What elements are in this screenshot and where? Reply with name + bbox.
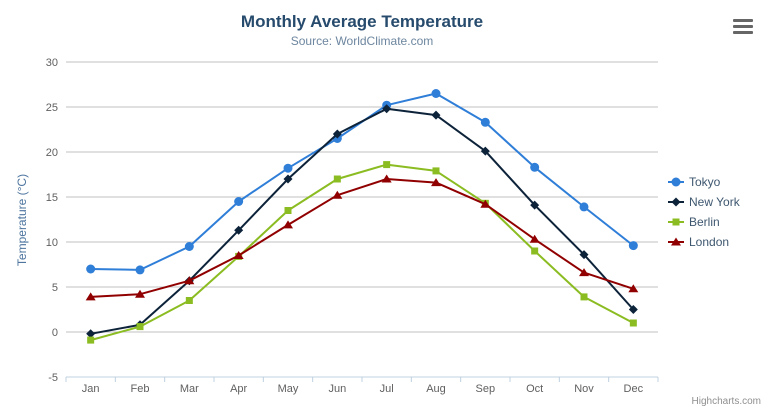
y-axis-tick-label: 10 xyxy=(46,237,58,249)
x-axis-label: Feb xyxy=(131,383,150,395)
legend-label-tokyo: Tokyo xyxy=(689,175,721,189)
x-axis-label: Nov xyxy=(574,383,594,395)
data-point-new-york[interactable] xyxy=(382,104,392,114)
data-point-london[interactable] xyxy=(579,268,589,277)
data-point-london[interactable] xyxy=(135,289,145,298)
x-axis-label: Apr xyxy=(230,383,247,395)
data-point-tokyo[interactable] xyxy=(628,241,638,251)
hamburger-bar xyxy=(733,25,753,28)
chart-subtitle: Source: WorldClimate.com xyxy=(290,34,434,48)
data-point-tokyo[interactable] xyxy=(135,265,145,275)
data-point-tokyo[interactable] xyxy=(283,163,293,173)
y-axis-tick-label: 25 xyxy=(46,102,58,114)
x-axis-label: Jul xyxy=(380,383,394,395)
data-point-london[interactable] xyxy=(529,234,540,243)
data-point-london[interactable] xyxy=(233,251,244,259)
legend-item-new-york[interactable]: New York xyxy=(668,192,740,212)
data-point-tokyo[interactable] xyxy=(184,242,194,251)
data-point-tokyo[interactable] xyxy=(86,264,96,274)
data-point-berlin[interactable] xyxy=(284,207,292,214)
series-line-berlin xyxy=(89,163,635,342)
legend-item-tokyo[interactable]: Tokyo xyxy=(668,172,740,192)
legend-marker-symbol[interactable] xyxy=(671,197,681,207)
tokyo-series-marker-icon xyxy=(668,177,684,187)
data-point-berlin[interactable] xyxy=(580,293,588,301)
data-point-new-york[interactable] xyxy=(431,110,441,120)
x-axis-label: Jun xyxy=(328,383,346,395)
data-point-berlin[interactable] xyxy=(333,175,341,183)
new-york-series-marker-icon xyxy=(668,197,684,207)
legend-label-new-york: New York xyxy=(689,195,740,209)
data-point-berlin[interactable] xyxy=(432,167,440,175)
data-point-london[interactable] xyxy=(85,292,96,301)
data-point-new-york[interactable] xyxy=(480,146,490,156)
series-line-tokyo xyxy=(89,92,635,271)
hamburger-bar xyxy=(733,19,753,22)
legend-marker-symbol[interactable] xyxy=(672,218,680,226)
y-axis-tick-label: 5 xyxy=(52,282,58,294)
hamburger-bar xyxy=(733,31,753,34)
legend-marker-symbol[interactable] xyxy=(671,177,681,187)
data-point-new-york[interactable] xyxy=(86,329,96,339)
y-axis-tick-label: 0 xyxy=(52,327,58,339)
data-point-london[interactable] xyxy=(184,276,195,285)
data-point-london[interactable] xyxy=(628,284,639,293)
data-point-berlin[interactable] xyxy=(531,247,539,255)
data-point-tokyo[interactable] xyxy=(234,197,244,206)
y-axis-tick-label: 15 xyxy=(46,192,58,204)
data-point-new-york[interactable] xyxy=(234,225,244,235)
data-point-berlin[interactable] xyxy=(629,319,637,327)
data-point-new-york[interactable] xyxy=(628,305,638,314)
london-series-marker-icon xyxy=(668,237,684,246)
data-point-berlin[interactable] xyxy=(383,161,391,169)
y-axis-tick-label: -5 xyxy=(48,372,58,384)
series-line-new-york xyxy=(89,107,635,335)
data-point-tokyo[interactable] xyxy=(579,202,589,212)
legend-item-berlin[interactable]: Berlin xyxy=(668,212,740,232)
x-axis-label: May xyxy=(278,383,299,395)
data-point-new-york[interactable] xyxy=(579,250,589,260)
legend-marker-symbol[interactable] xyxy=(671,237,681,246)
y-axis-tick-label: 20 xyxy=(46,147,58,159)
data-point-berlin[interactable] xyxy=(136,323,144,331)
data-point-tokyo[interactable] xyxy=(530,162,540,172)
chart-title: Monthly Average Temperature xyxy=(240,12,484,31)
x-axis-label: Sep xyxy=(476,383,496,395)
data-point-berlin[interactable] xyxy=(87,336,95,344)
series-line-london xyxy=(89,178,635,298)
x-axis-label: Aug xyxy=(426,383,446,395)
data-point-london[interactable] xyxy=(480,199,491,208)
hamburger-icon[interactable] xyxy=(733,19,753,34)
data-point-london[interactable] xyxy=(381,174,392,183)
data-point-berlin[interactable] xyxy=(185,297,193,304)
data-point-new-york[interactable] xyxy=(530,200,540,210)
berlin-series-marker-icon xyxy=(668,218,684,226)
data-point-tokyo[interactable] xyxy=(431,89,441,98)
data-point-london[interactable] xyxy=(332,190,343,199)
data-point-london[interactable] xyxy=(431,178,441,187)
y-axis-tick-label: 30 xyxy=(46,57,58,69)
data-point-new-york[interactable] xyxy=(332,129,342,139)
x-axis-label: Jan xyxy=(82,383,100,395)
credits-link[interactable]: Highcharts.com xyxy=(691,396,761,407)
legend-label-berlin: Berlin xyxy=(689,215,720,229)
x-axis-label: Oct xyxy=(526,383,543,395)
legend-item-london[interactable]: London xyxy=(668,232,740,252)
data-point-new-york[interactable] xyxy=(283,174,293,184)
data-point-tokyo[interactable] xyxy=(480,117,490,127)
legend-label-london: London xyxy=(689,235,730,249)
legend: Tokyo New York Berlin London xyxy=(668,172,740,252)
data-point-london[interactable] xyxy=(283,220,293,229)
x-axis-label: Mar xyxy=(180,383,199,395)
x-axis-label: Dec xyxy=(624,383,644,395)
